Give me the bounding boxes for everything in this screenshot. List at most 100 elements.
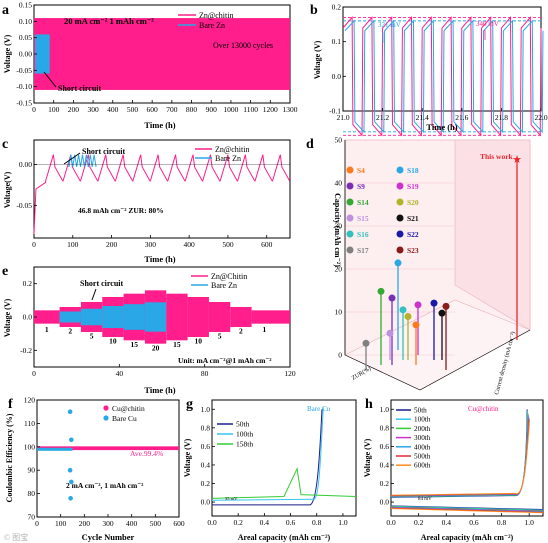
y-tick-label: 80 xyxy=(28,489,36,498)
y-tick-label: 0.2 xyxy=(201,479,211,488)
step-label: 10 xyxy=(109,337,117,346)
xlabel-e: Time (h) xyxy=(144,385,175,395)
y-tick-label: 110 xyxy=(24,419,35,428)
series-100th-discharge xyxy=(390,505,544,511)
x-tick-label: 400 xyxy=(184,240,196,249)
series-300th-discharge xyxy=(390,506,544,512)
legend-marker-S17 xyxy=(346,246,354,254)
ylabel-c: Voltage(V) xyxy=(3,171,12,208)
x-tick-label: 40 xyxy=(116,369,124,378)
arrow-short-circuit-a xyxy=(43,71,57,88)
pin-head-2 xyxy=(377,287,385,295)
y-tick-label: 0.00 xyxy=(19,160,32,169)
zlabel-d: Capacity (mAh cm⁻²) xyxy=(333,193,342,267)
annotation-over-cycles: Over 13000 cycles xyxy=(213,41,273,50)
xlabel-f: Cycle Number xyxy=(82,532,135,542)
legend-label-100th: 100th xyxy=(236,430,253,439)
pin-head-7 xyxy=(430,299,438,307)
legend-bare-zn-a: Bare Zn xyxy=(199,21,225,30)
step-label: 1 xyxy=(45,325,49,334)
legend-bare-zn-c: Bare Zn xyxy=(215,154,241,163)
series-bare-zn-block-3 xyxy=(102,306,124,328)
x-tick-label: 0.4 xyxy=(442,518,452,527)
panel-e: e Zn@Chitin Bare Zn Short circuit Unit: … xyxy=(2,264,296,395)
this-work-star: ★ xyxy=(512,154,522,166)
series-158th xyxy=(211,466,357,499)
legend-label-100th: 100th xyxy=(414,416,431,424)
x-tick-label: 80 xyxy=(201,369,209,378)
axes-b: 21.0 21.2 21.4 21.6 21.8 22.0 -0.1 0.0 0.1 0.2 xyxy=(329,3,548,123)
series-zn-chitin-block-10 xyxy=(251,310,290,324)
y-tick-label: -0.10 xyxy=(16,82,32,91)
y-tick-label: 70 xyxy=(28,513,36,522)
y-tick-label: 1.0 xyxy=(201,405,211,414)
y-tick-label: 0.6 xyxy=(201,442,211,451)
x-tick-label: 21.6 xyxy=(455,113,468,122)
x-tick-label: 0.2 xyxy=(233,518,243,527)
z-tick-label: 20 xyxy=(335,265,343,274)
series-400th-charge xyxy=(390,416,530,497)
x-tick-label: 500 xyxy=(150,519,162,528)
x-tick-label: 200 xyxy=(68,105,80,114)
series-area-h xyxy=(390,409,544,514)
y-tick-label: -0.05 xyxy=(16,66,32,75)
annotation-short-circuit-e: Short circuit xyxy=(80,279,124,288)
series-area-a xyxy=(34,4,290,90)
series-50th-discharge xyxy=(390,505,544,510)
series-50th-charge xyxy=(390,409,528,498)
legend-marker-S15 xyxy=(346,214,354,222)
series-zn-chitin xyxy=(342,16,542,137)
x-tick-label: 100 xyxy=(48,105,60,114)
x-tick-label: 1200 xyxy=(263,105,278,114)
axes-a: 0 100 200 300 400 500 600 700 800 900 1000 1100 1200… xyxy=(16,1,297,115)
series-50th xyxy=(212,409,323,506)
series-bare-zn-band xyxy=(35,34,50,74)
step-label: 10 xyxy=(195,337,203,346)
arrow-short-circuit-c xyxy=(63,152,81,165)
annotation-cu-chitin: Cu@chitin xyxy=(468,405,499,413)
legend-bare-cu: Bare Cu xyxy=(112,414,137,423)
series-bare-zn xyxy=(68,154,97,168)
x-tick-label: 0.4 xyxy=(260,518,270,527)
xlabel-c: Time (h) xyxy=(144,254,175,264)
series-zn-chitin-block-7 xyxy=(187,297,209,337)
axes-h: 0.0 0.2 0.4 0.6 0.8 1.0 0.0 0.2 0.4 0.6 0.8 1.0 xyxy=(380,405,534,527)
y-tick-label: 0.10 xyxy=(19,17,32,26)
annotation-84mv: 84 mV xyxy=(418,497,432,502)
pin-head-10 xyxy=(386,329,394,337)
legend-label-S19: S19 xyxy=(407,182,419,191)
pin-head-9 xyxy=(442,302,450,310)
step-label: 15 xyxy=(173,340,181,349)
legend-label-S18: S18 xyxy=(407,166,419,175)
xlabel-a: Time (h) xyxy=(144,120,175,130)
x-tick-label: 0.8 xyxy=(312,518,322,527)
xlabel-g: Areal capacity (mAh cm⁻²) xyxy=(238,533,331,542)
annotation-bare-cu: Bare Cu xyxy=(307,405,331,413)
y-tick-label: 0.0 xyxy=(332,72,342,81)
x-tick-label: 600 xyxy=(147,105,159,114)
z-tick-label: 40 xyxy=(335,179,343,188)
x-tick-label: 21.2 xyxy=(376,113,389,122)
series-zn-chitin-block-8 xyxy=(208,302,231,332)
x-tick-label: 200 xyxy=(106,240,118,249)
x-tick-label: 200 xyxy=(79,519,91,528)
x-tick-label: 21.8 xyxy=(495,113,508,122)
ylabel-e: Voltage (V) xyxy=(3,298,12,337)
annotation-short-circuit-a: Short circuit xyxy=(58,84,102,93)
ylabel-g: Voltage (V) xyxy=(183,438,192,477)
legend-marker-S20 xyxy=(396,198,404,206)
series-600th-charge xyxy=(390,420,531,496)
axes-c: 0 100 200 300 400 500 600 -0.05 0.00 xyxy=(16,160,272,249)
panel-label-e: e xyxy=(2,264,8,279)
y-axis-3d xyxy=(419,329,531,391)
legend-label-300th: 300th xyxy=(414,434,431,442)
legend-marker-S9 xyxy=(346,182,354,190)
y-tick-label: 0.00 xyxy=(19,50,32,59)
legend-label-50th: 50th xyxy=(414,407,427,415)
panel-f: f Cu@chitin Bare Cu Ave.99.4% 2 mA cm⁻²,… xyxy=(5,396,185,543)
xlabel-h: Areal capacity (mAh cm⁻²) xyxy=(421,533,514,542)
x-tick-label: 0 xyxy=(32,105,36,114)
series-area-g xyxy=(211,407,357,506)
